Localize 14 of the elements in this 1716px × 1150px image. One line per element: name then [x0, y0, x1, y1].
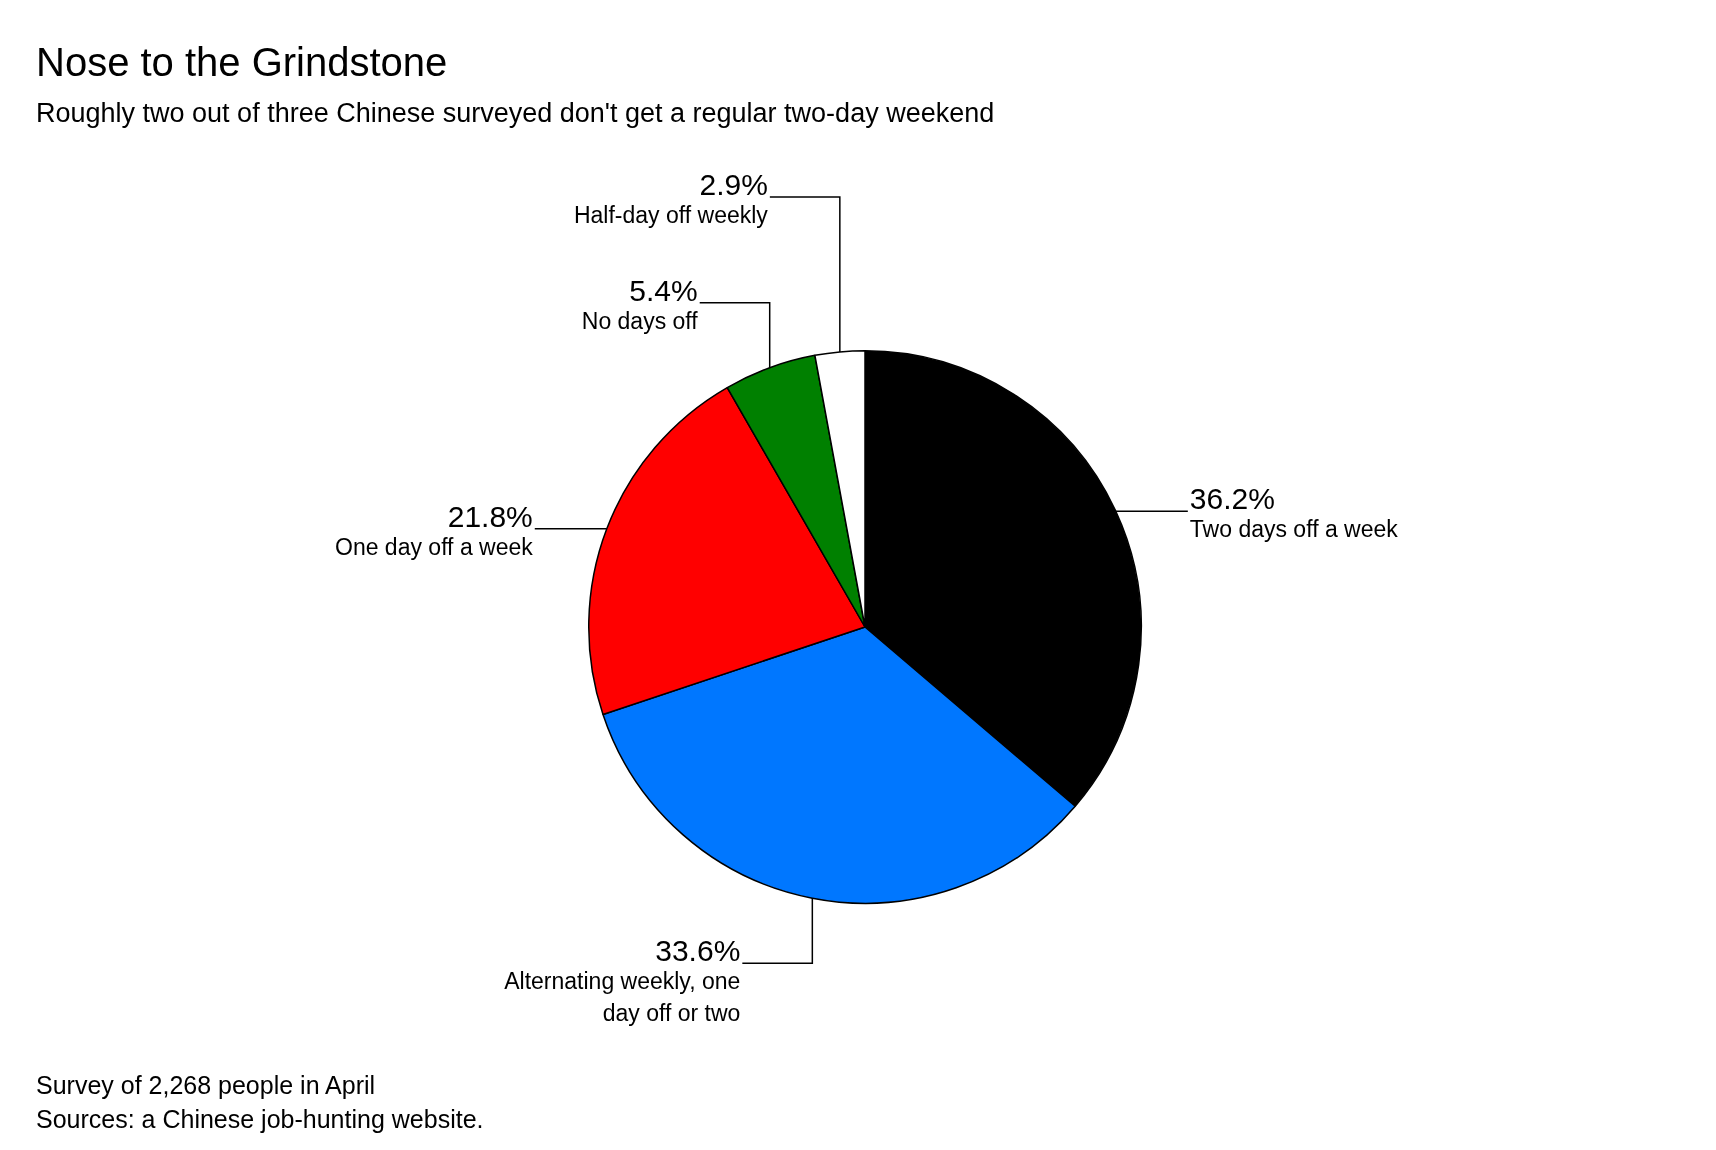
- data-label: 2.9%: [699, 167, 768, 201]
- slice-label: Half-day off weekly: [573, 201, 769, 228]
- chart-title: Nose to the Grindstone: [36, 40, 448, 85]
- data-label: 36.2%: [1189, 482, 1275, 516]
- chart-subtitle: Roughly two out of three Chinese surveyed don't get a regular two-day weekend: [36, 98, 995, 129]
- slice-label: One day off a week: [335, 533, 534, 560]
- slice-label: Alternating weekly, one day off or two: [504, 968, 741, 1027]
- slice-label: Two days off a week: [1189, 516, 1399, 543]
- data-label: 5.4%: [629, 273, 698, 307]
- data-label: 21.8%: [447, 499, 533, 533]
- slice-label: No days off: [581, 307, 699, 334]
- data-label: 33.6%: [655, 934, 741, 968]
- source-note: Sources: a Chinese job-hunting website.: [36, 1104, 484, 1135]
- text: Survey of 2,268 people in April: [36, 1070, 377, 1101]
